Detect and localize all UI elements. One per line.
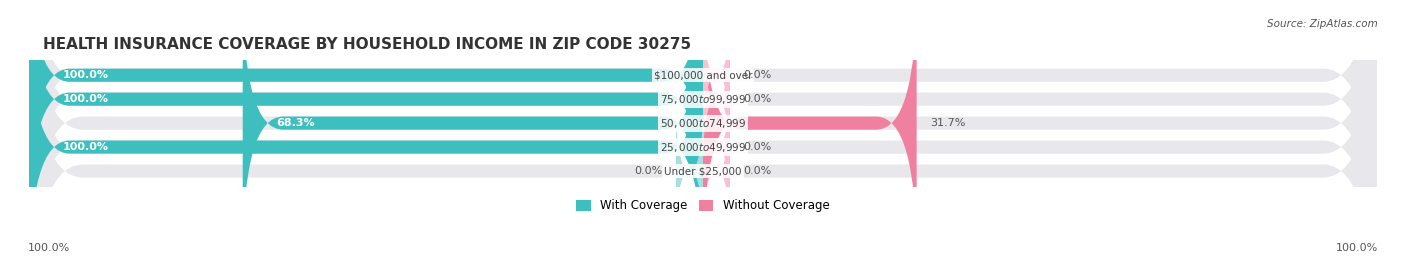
Text: 100.0%: 100.0%: [63, 94, 108, 104]
Text: 100.0%: 100.0%: [28, 243, 70, 253]
FancyBboxPatch shape: [703, 34, 730, 164]
FancyBboxPatch shape: [30, 10, 703, 269]
Text: 100.0%: 100.0%: [63, 70, 108, 80]
Text: 100.0%: 100.0%: [1336, 243, 1378, 253]
Text: Under $25,000: Under $25,000: [664, 166, 742, 176]
FancyBboxPatch shape: [30, 0, 1376, 269]
Text: 31.7%: 31.7%: [931, 118, 966, 128]
FancyBboxPatch shape: [30, 0, 1376, 269]
FancyBboxPatch shape: [676, 106, 703, 236]
FancyBboxPatch shape: [703, 10, 730, 140]
FancyBboxPatch shape: [703, 106, 730, 236]
Text: 0.0%: 0.0%: [744, 94, 772, 104]
Text: Source: ZipAtlas.com: Source: ZipAtlas.com: [1267, 19, 1378, 29]
FancyBboxPatch shape: [30, 0, 1376, 269]
FancyBboxPatch shape: [703, 82, 730, 212]
Text: $75,000 to $99,999: $75,000 to $99,999: [659, 93, 747, 106]
Text: 68.3%: 68.3%: [277, 118, 315, 128]
Text: 0.0%: 0.0%: [744, 142, 772, 152]
Text: $100,000 and over: $100,000 and over: [654, 70, 752, 80]
FancyBboxPatch shape: [30, 0, 703, 236]
Text: 0.0%: 0.0%: [744, 166, 772, 176]
FancyBboxPatch shape: [30, 0, 1376, 269]
Text: 100.0%: 100.0%: [63, 142, 108, 152]
FancyBboxPatch shape: [30, 0, 703, 212]
Text: 0.0%: 0.0%: [744, 70, 772, 80]
FancyBboxPatch shape: [30, 0, 1376, 260]
Text: HEALTH INSURANCE COVERAGE BY HOUSEHOLD INCOME IN ZIP CODE 30275: HEALTH INSURANCE COVERAGE BY HOUSEHOLD I…: [42, 37, 690, 52]
Text: 0.0%: 0.0%: [634, 166, 662, 176]
FancyBboxPatch shape: [243, 0, 703, 260]
Text: $25,000 to $49,999: $25,000 to $49,999: [659, 141, 747, 154]
Text: $50,000 to $74,999: $50,000 to $74,999: [659, 117, 747, 130]
FancyBboxPatch shape: [703, 0, 917, 260]
Legend: With Coverage, Without Coverage: With Coverage, Without Coverage: [576, 199, 830, 213]
